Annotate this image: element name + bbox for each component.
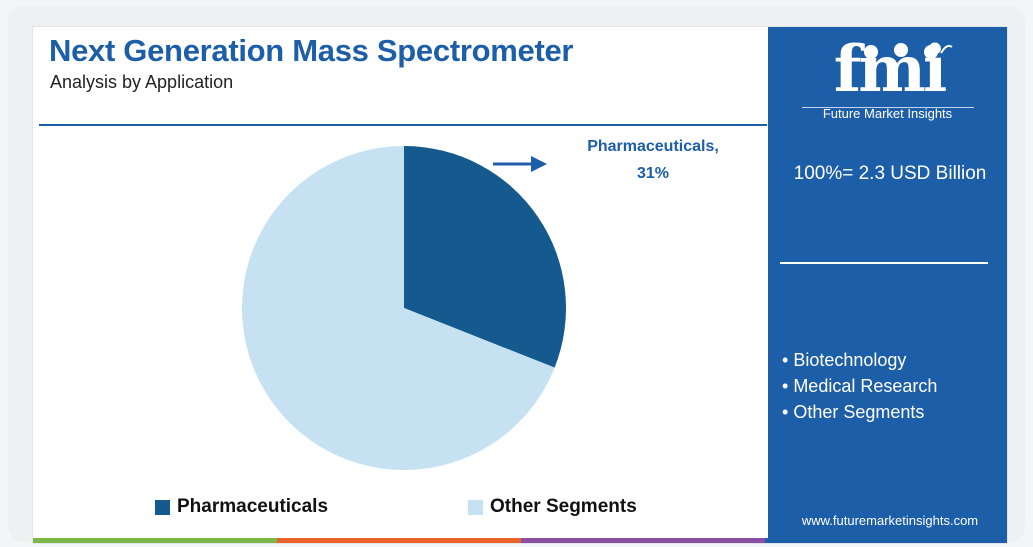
logo-icons	[864, 43, 953, 59]
bar-segment	[765, 538, 1007, 543]
pie-slice-other-segments	[241, 146, 555, 470]
slice-label-name: Pharmaceuticals,	[587, 138, 719, 155]
pie-chart	[241, 146, 566, 470]
legend-label: Other Segments	[490, 496, 637, 517]
market-total: 100%= 2.3 USD Billion	[793, 163, 987, 184]
callout-arrow	[493, 156, 547, 172]
website-link[interactable]: www.futuremarketinsights.com	[801, 513, 979, 528]
segment-other-segments: Other Segments	[793, 402, 925, 422]
slice-label-value: 31%	[636, 165, 670, 182]
other-segments-list: • Biotechnology • Medical Research • Oth…	[782, 347, 937, 425]
list-item: • Medical Research	[782, 376, 938, 396]
legend-label: Pharmaceuticals	[177, 496, 329, 517]
fmi-logo: fmi	[833, 32, 948, 107]
list-item: • Biotechnology	[782, 350, 907, 370]
chart-title: Next Generation Mass Spectrometer	[49, 33, 574, 68]
chart-card: Next Generation Mass Spectrometer Analys…	[8, 6, 1025, 544]
infographic-frame: Next Generation Mass Spectrometer Analys…	[32, 26, 1008, 544]
bar-segment	[277, 538, 521, 543]
segment-biotechnology: Biotechnology	[793, 350, 907, 370]
panel-divider	[780, 262, 988, 264]
legend-swatch	[155, 499, 170, 515]
logo-subtitle: Future Market Insights	[822, 106, 953, 121]
list-item: • Other Segments	[782, 402, 925, 422]
pharmaceuticals-slice-label: Pharmaceuticals, 31%	[545, 133, 761, 187]
title-divider	[39, 124, 767, 126]
legend-item-other-segments: Other Segments	[468, 495, 637, 519]
segment-medical-research: Medical Research	[793, 376, 938, 396]
bar-segment	[33, 538, 277, 543]
legend-swatch	[468, 499, 483, 515]
info-panel: fmi Future Market Insights 100%= 2.3 USD…	[768, 27, 1007, 543]
pie-slice-pharmaceuticals	[404, 146, 566, 368]
bottom-color-bar	[33, 538, 1007, 543]
legend-item-pharmaceuticals: Pharmaceuticals	[155, 495, 328, 519]
bar-segment	[521, 538, 765, 543]
chart-subtitle: Analysis by Application	[50, 72, 234, 92]
logo-underline	[802, 107, 974, 108]
